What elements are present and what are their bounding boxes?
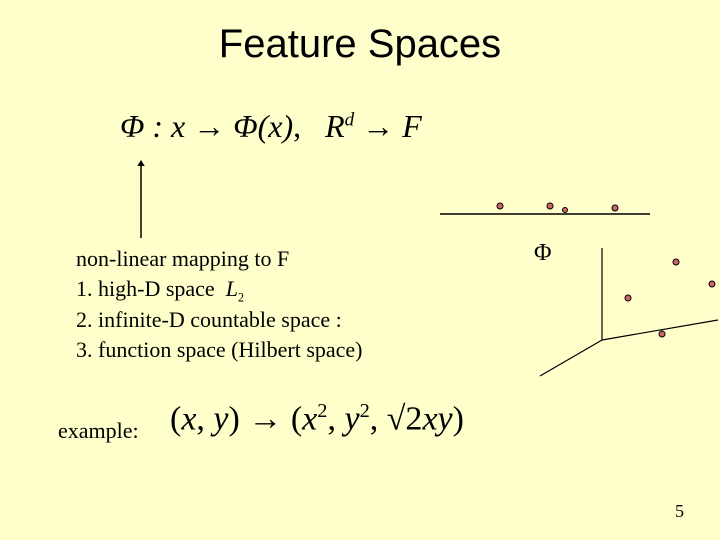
page-number: 5: [675, 501, 684, 522]
bullet-line-3: 2. infinite-D countable space :: [76, 305, 363, 335]
slide-title: Feature Spaces: [0, 22, 720, 67]
mapping-formula: Φ : x → Φ(x), Rd → F: [120, 108, 422, 145]
bullet-line-2: 1. high-D space L2: [76, 274, 363, 306]
bullet-2-text: 1. high-D space: [76, 276, 215, 301]
bullet-line-1: non-linear mapping to F: [76, 244, 363, 274]
arrow-to-phi: [134, 160, 148, 244]
example-formula: (x, y) → (x2, y2, √2xy): [170, 400, 464, 438]
l2-symbol: L2: [215, 276, 244, 301]
bullet-list: non-linear mapping to F 1. high-D space …: [76, 244, 363, 365]
bullet-line-4: 3. function space (Hilbert space): [76, 335, 363, 365]
example-label: example:: [58, 418, 139, 444]
diagram-1d-input: [440, 196, 650, 226]
diagram-3d-feature: [530, 248, 720, 378]
